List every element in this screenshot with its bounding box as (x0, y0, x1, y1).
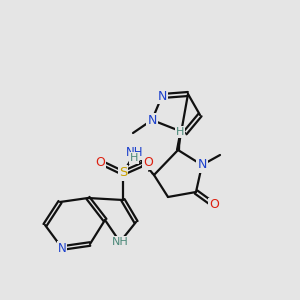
Text: N: N (58, 242, 66, 254)
Text: NH: NH (126, 146, 144, 160)
Text: N: N (197, 158, 207, 172)
Text: NH: NH (112, 237, 128, 247)
Text: N: N (157, 89, 167, 103)
Polygon shape (177, 132, 180, 150)
Text: O: O (95, 155, 105, 169)
Text: N: N (147, 113, 157, 127)
Text: H: H (176, 127, 184, 137)
Text: H: H (130, 153, 138, 163)
Text: O: O (143, 155, 153, 169)
Text: S: S (119, 167, 127, 179)
Text: O: O (209, 199, 219, 212)
